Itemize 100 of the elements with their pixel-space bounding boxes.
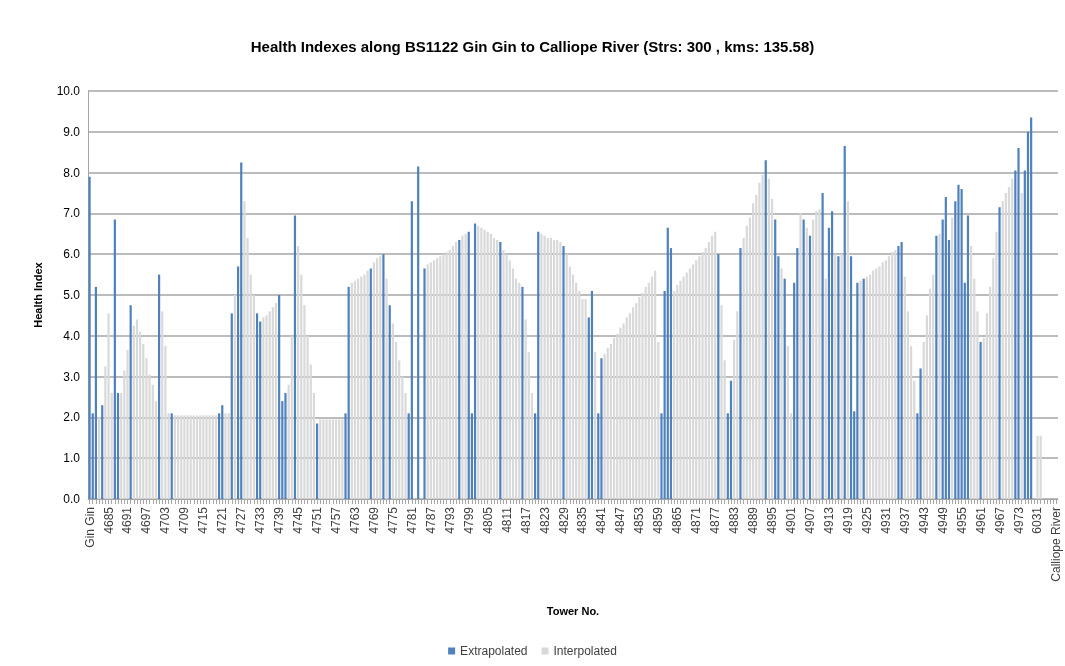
x-tick-label: 4943	[916, 506, 931, 534]
bar	[717, 254, 720, 499]
bar	[176, 415, 180, 499]
x-tick-label: 4853	[632, 506, 647, 534]
x-tick-label: 4949	[935, 506, 950, 534]
x-tick-label: 4685	[101, 506, 116, 534]
bar	[451, 246, 455, 499]
bar	[556, 239, 559, 499]
bar	[502, 250, 505, 499]
bar	[113, 219, 116, 499]
bar	[695, 260, 698, 499]
bar	[780, 268, 783, 499]
bar	[338, 419, 341, 499]
bar	[774, 219, 777, 499]
bar	[255, 313, 259, 499]
bar	[97, 417, 101, 499]
y-tick-label: 7.0	[63, 206, 81, 221]
x-tick-label: 4781	[404, 506, 419, 534]
bar	[240, 162, 243, 499]
bar	[903, 276, 906, 499]
x-tick-label: 4955	[954, 506, 969, 534]
bar	[559, 241, 562, 499]
bar	[385, 278, 388, 499]
bar	[341, 419, 344, 499]
bar	[739, 248, 742, 499]
bar	[654, 270, 657, 499]
x-tick-label: 4907	[802, 506, 817, 534]
x-axis-title: Tower No.	[546, 604, 600, 617]
bar	[334, 419, 338, 499]
x-tick-label: 4937	[897, 506, 912, 534]
bar	[195, 415, 199, 499]
bar	[600, 358, 603, 499]
bar	[350, 282, 353, 499]
bar	[262, 317, 265, 499]
bar	[388, 305, 391, 499]
x-tick-label: 4703	[158, 506, 173, 534]
bar	[783, 278, 786, 499]
bar	[454, 241, 458, 499]
bar	[729, 380, 733, 499]
x-tick-label: 4763	[347, 506, 362, 534]
bar	[278, 295, 281, 499]
bar	[233, 295, 237, 499]
bar	[666, 227, 669, 499]
bar	[331, 419, 334, 499]
x-tick-label: 4901	[784, 506, 799, 534]
x-tick-label: 4709	[177, 506, 192, 534]
bar	[391, 323, 394, 499]
bar	[357, 278, 360, 499]
bar	[995, 231, 998, 499]
bar	[631, 307, 635, 499]
bar	[843, 146, 846, 499]
bar	[192, 415, 195, 499]
x-tick-label: 4733	[253, 506, 268, 534]
legend-label: Extrapolated	[460, 644, 528, 658]
bar	[376, 258, 379, 499]
bar	[764, 160, 767, 499]
x-tick-label: 4715	[196, 506, 211, 534]
bar	[461, 235, 464, 499]
bar	[799, 213, 802, 499]
x-tick-label: 4751	[310, 506, 325, 534]
bar	[221, 405, 224, 499]
bar	[1020, 193, 1023, 499]
x-tick-label: 4895	[765, 506, 780, 534]
bar	[319, 419, 322, 499]
bar	[884, 260, 887, 499]
x-tick-label: 4925	[859, 506, 874, 534]
x-tick-label: 4787	[423, 506, 438, 534]
bar	[966, 215, 970, 499]
bar	[372, 262, 376, 499]
bar	[919, 368, 922, 499]
bar	[824, 278, 827, 499]
bar	[417, 166, 420, 499]
bar	[951, 217, 954, 499]
x-tick-label: 4769	[366, 506, 381, 534]
bar	[157, 274, 161, 499]
bar	[230, 313, 233, 499]
bar	[979, 341, 982, 499]
bar	[891, 252, 894, 499]
bar	[932, 274, 935, 499]
x-tick-label: 6031	[1030, 506, 1045, 534]
bar	[691, 264, 695, 499]
bar	[293, 215, 297, 499]
bar	[872, 270, 875, 499]
x-tick-label: 4919	[840, 506, 855, 534]
bar	[944, 197, 947, 499]
bar	[786, 346, 789, 499]
x-tick-label: 4757	[329, 506, 344, 534]
bar	[761, 174, 764, 499]
y-tick-label: 5.0	[63, 288, 81, 302]
bar	[426, 264, 429, 499]
x-tick-label: 4811	[499, 506, 514, 533]
x-tick-label: 4913	[821, 506, 836, 534]
x-tick-label: 4847	[613, 506, 628, 534]
bar	[180, 415, 183, 499]
bar	[818, 209, 821, 499]
x-tick-label: 4745	[291, 506, 306, 534]
bar	[805, 227, 808, 499]
bar	[736, 311, 739, 499]
x-tick-label: 4829	[556, 506, 571, 534]
bar	[521, 286, 524, 499]
